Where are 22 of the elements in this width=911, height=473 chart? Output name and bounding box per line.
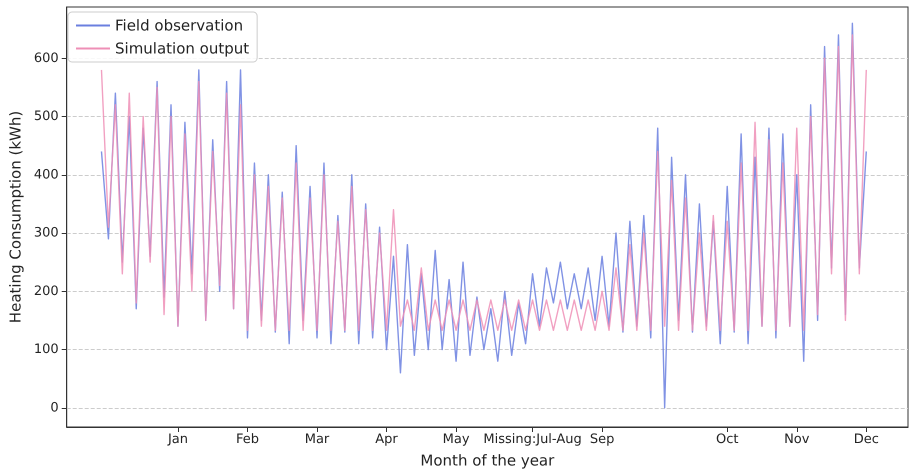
y-tick-label: 0 [50, 400, 59, 416]
y-tick-label: 100 [34, 342, 59, 358]
y-tick-label: 200 [34, 284, 59, 299]
x-tick-label: Oct [716, 432, 738, 447]
x-tick-label: Jan [166, 432, 188, 447]
y-tick-label: 300 [34, 226, 59, 241]
x-tick-label: May [442, 432, 470, 447]
x-tick-label: Dec [854, 432, 879, 447]
x-tick-label: Mar [304, 432, 330, 447]
x-tick-label: Sep [590, 432, 614, 447]
x-axis-title: Month of the year [420, 452, 556, 470]
x-tick-label: Apr [375, 432, 398, 447]
legend-label: Field observation [115, 16, 244, 34]
x-tick-label: Feb [236, 432, 259, 447]
line-series [100, 34, 867, 331]
y-tick-label: 600 [34, 50, 59, 66]
x-tick-label: Missing:Jul-Aug [483, 432, 582, 447]
y-tick-label: 400 [34, 167, 59, 182]
legend-label: Simulation output [115, 40, 250, 58]
y-tick-label: 500 [34, 109, 59, 124]
y-axis-title: Heating Consumption (kWh) [6, 110, 24, 324]
x-tick-label: Nov [784, 432, 810, 447]
